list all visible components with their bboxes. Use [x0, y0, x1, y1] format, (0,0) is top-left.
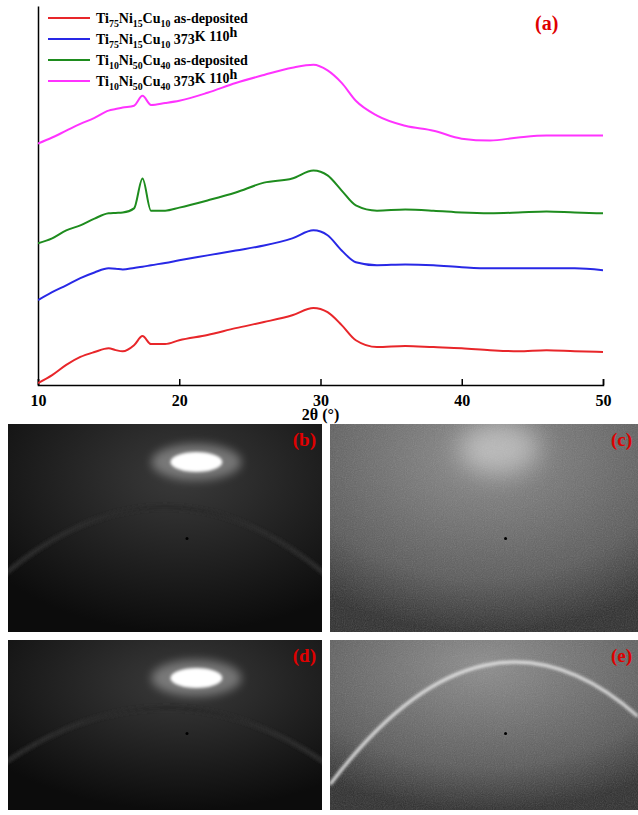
image-background	[8, 424, 322, 632]
plot-lines	[38, 65, 603, 383]
beam-stop	[185, 537, 188, 540]
x-tick-label: 10	[31, 392, 47, 409]
diffraction-halo	[459, 424, 539, 474]
x-tick-mark	[462, 379, 464, 385]
legend-swatch	[48, 80, 90, 82]
legend-swatch	[48, 38, 90, 40]
x-axis-line	[39, 379, 604, 386]
x-tick-mark	[320, 379, 322, 385]
panel-label: (d)	[293, 645, 316, 667]
legend-item: Ti75Ni15Cu10 as-deposited	[48, 11, 248, 29]
diffraction-image: (c)	[330, 422, 638, 632]
legend-swatch	[48, 59, 90, 61]
diffraction-spot	[170, 452, 222, 472]
image-background	[330, 640, 638, 810]
faint-ring	[8, 708, 322, 768]
x-tick: 50	[596, 379, 612, 409]
beam-stop	[504, 537, 507, 540]
series-line	[38, 65, 603, 144]
x-axis: 10 20 30 40 50	[31, 379, 612, 409]
x-tick: 30	[313, 379, 329, 409]
figure: 10 20 30 40 50 Ti75Ni15Cu10 as-depositedTi75N…	[0, 0, 638, 815]
legend: Ti75Ni15Cu10 as-depositedTi75Ni15Cu10 37…	[48, 11, 248, 92]
x-tick-mark	[179, 379, 181, 385]
legend-label: Ti10Ni50Cu40 373K 110h	[96, 67, 237, 92]
legend-label: Ti75Ni15Cu10 373K 110h	[96, 25, 237, 50]
diffraction-ring	[330, 662, 638, 784]
spot-glow	[151, 660, 241, 696]
legend-label: Ti75Ni15Cu10 as-deposited	[96, 11, 248, 29]
spot-glow	[151, 444, 241, 480]
panel-label: (c)	[611, 429, 632, 451]
x-tick: 20	[172, 379, 188, 409]
legend-item: Ti10Ni50Cu40 373K 110h	[48, 67, 237, 92]
diffraction-image: (b)	[0, 424, 332, 632]
diffraction-spot	[170, 668, 222, 688]
diffraction-image: (e)	[330, 640, 638, 810]
faint-ring	[8, 507, 322, 580]
y-axis-line	[38, 7, 40, 386]
series-line	[38, 230, 603, 300]
x-axis-title: 2θ (°)	[302, 406, 339, 424]
series-line	[38, 170, 603, 243]
legend-item: Ti75Ni15Cu10 373K 110h	[48, 25, 237, 50]
panel-label: (b)	[293, 429, 316, 451]
legend-item: Ti10Ni50Cu40 as-deposited	[48, 53, 248, 71]
y-axis	[38, 7, 39, 386]
beam-stop	[504, 732, 507, 735]
panel-label: (a)	[535, 12, 558, 35]
legend-label: Ti10Ni50Cu40 as-deposited	[96, 53, 248, 71]
x-tick-label: 50	[596, 392, 612, 409]
beam-stop	[185, 732, 188, 735]
x-tick: 40	[454, 379, 470, 409]
x-tick-label: 20	[172, 392, 188, 409]
x-tick-mark	[603, 379, 605, 385]
series-line	[38, 308, 603, 383]
diffraction-image: (d)	[0, 640, 332, 810]
image-background	[8, 640, 322, 810]
x-tick-label: 40	[454, 392, 470, 409]
legend-swatch	[48, 17, 90, 19]
panel-label: (e)	[611, 645, 632, 667]
image-noise	[330, 640, 638, 810]
